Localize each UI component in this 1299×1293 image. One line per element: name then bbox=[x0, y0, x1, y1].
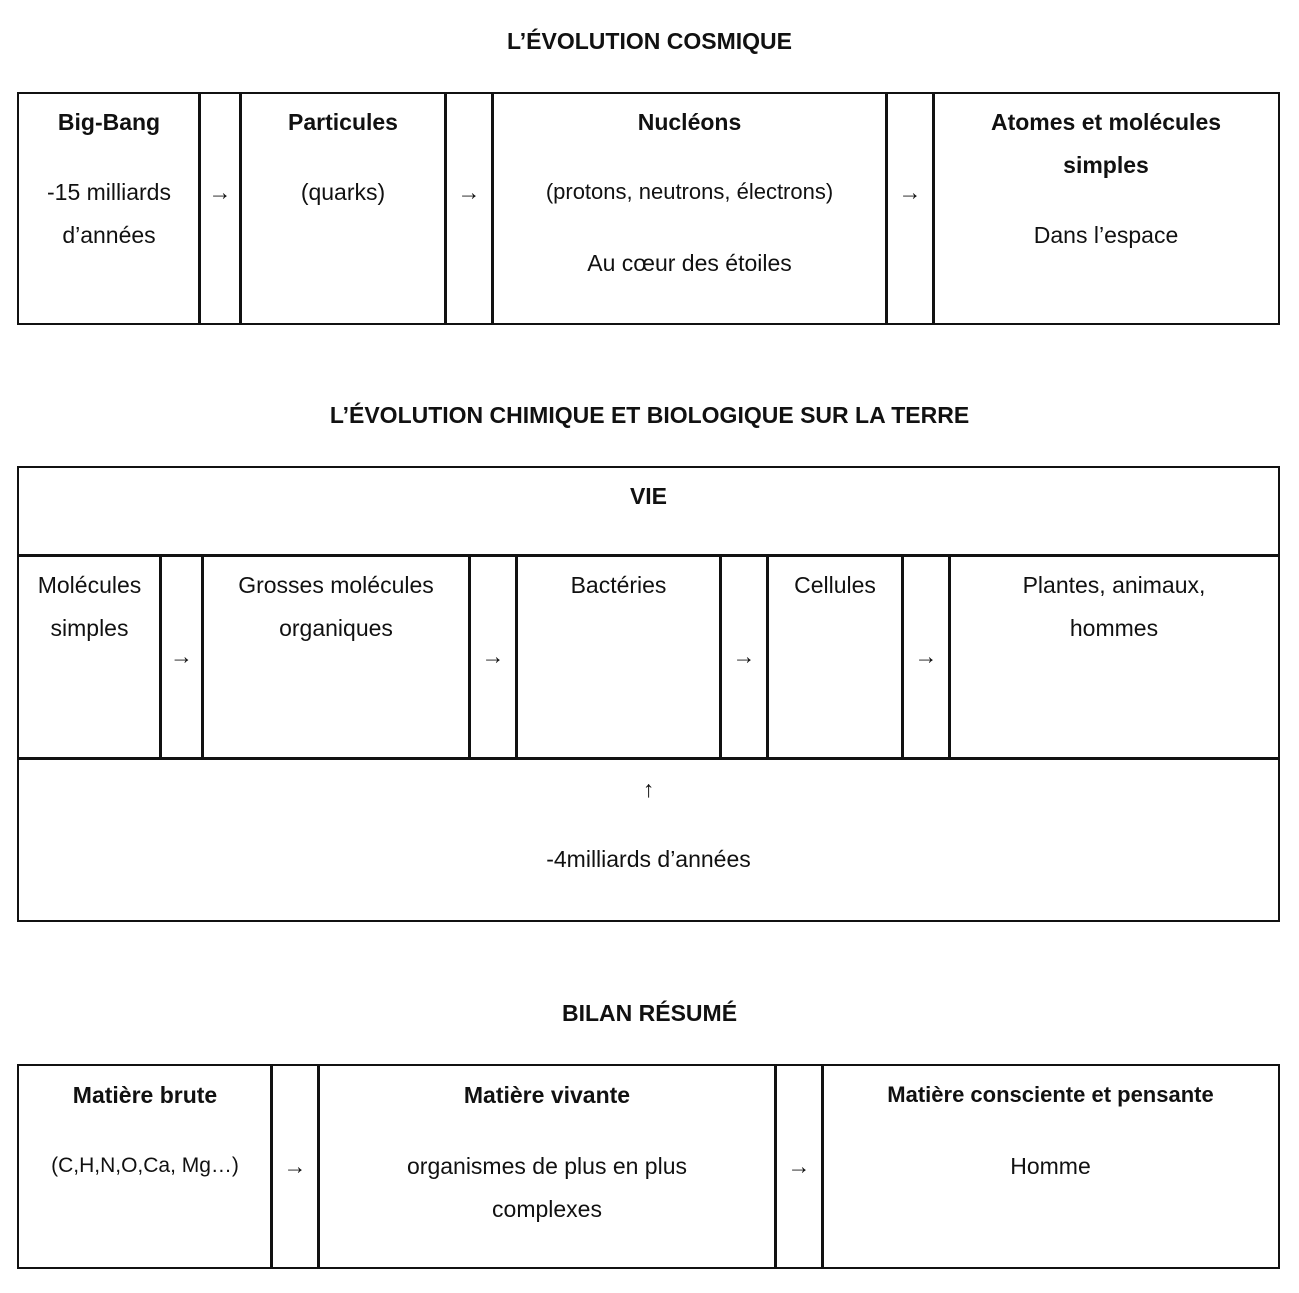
atomes-heading: Atomes et molécules bbox=[990, 109, 1222, 135]
particules-text: (quarks) bbox=[300, 179, 386, 205]
vivante-text: complexes bbox=[492, 1196, 602, 1222]
arrow-right-icon: → bbox=[208, 179, 232, 205]
stage-text: Cellules bbox=[794, 572, 876, 598]
arrow-cell: → bbox=[270, 1064, 320, 1269]
arrow-right-icon: → bbox=[457, 179, 481, 205]
stage-text: simples bbox=[50, 615, 129, 641]
arrow-right-icon: → bbox=[732, 643, 756, 669]
earth-title: L’ÉVOLUTION CHIMIQUE ET BIOLOGIQUE SUR L… bbox=[329, 402, 970, 428]
time-text: -4milliards d’années bbox=[546, 846, 751, 872]
consciente-text: Homme bbox=[1010, 1153, 1091, 1179]
atomes-text: Dans l’espace bbox=[1033, 222, 1179, 248]
arrow-cell: → bbox=[444, 92, 494, 325]
arrow-cell: → bbox=[901, 554, 951, 760]
stage-text: Grosses molécules bbox=[238, 572, 434, 598]
atomes-heading: simples bbox=[1063, 152, 1149, 178]
stage-text: Molécules bbox=[37, 572, 142, 598]
cosmic-title: L’ÉVOLUTION COSMIQUE bbox=[507, 28, 792, 54]
stage-cell: Cellules bbox=[766, 554, 904, 760]
arrow-cell: → bbox=[159, 554, 204, 760]
summary-title: BILAN RÉSUMÉ bbox=[561, 1000, 738, 1026]
cell-atomes: Atomes et molécules simples Dans l’espac… bbox=[932, 92, 1280, 325]
big-bang-text: d’années bbox=[62, 222, 156, 248]
particules-heading: Particules bbox=[288, 109, 398, 135]
cell-time: ↑ -4milliards d’années bbox=[17, 757, 1280, 922]
big-bang-text: -15 milliards bbox=[47, 179, 171, 205]
nucleons-heading: Nucléons bbox=[637, 109, 742, 135]
stage-cell: Molécules simples bbox=[17, 554, 162, 760]
arrow-cell: → bbox=[885, 92, 935, 325]
arrow-cell: → bbox=[774, 1064, 824, 1269]
cell-matiere-brute: Matière brute (C,H,N,O,Ca, Mg…) bbox=[17, 1064, 273, 1269]
stage-cell: Plantes, animaux, hommes bbox=[948, 554, 1280, 760]
brute-text: (C,H,N,O,Ca, Mg…) bbox=[51, 1154, 239, 1177]
arrow-right-icon: → bbox=[898, 179, 922, 205]
cell-matiere-vivante: Matière vivante organismes de plus en pl… bbox=[317, 1064, 777, 1269]
arrow-right-icon: → bbox=[787, 1153, 811, 1179]
arrow-right-icon: → bbox=[170, 643, 193, 669]
nucleons-text: (protons, neutrons, électrons) bbox=[545, 179, 834, 204]
stage-cell: Grosses molécules organiques bbox=[201, 554, 471, 760]
cell-matiere-consciente: Matière consciente et pensante Homme bbox=[821, 1064, 1280, 1269]
arrow-right-icon: → bbox=[481, 643, 505, 669]
arrow-right-icon: → bbox=[283, 1153, 307, 1179]
stage-text: organiques bbox=[279, 615, 393, 641]
arrow-cell: → bbox=[719, 554, 769, 760]
vivante-text: organismes de plus en plus bbox=[407, 1153, 687, 1179]
cell-big-bang: Big-Bang -15 milliards d’années bbox=[17, 92, 201, 325]
stage-text: hommes bbox=[1069, 615, 1159, 641]
arrow-cell: → bbox=[468, 554, 518, 760]
cell-nucleons: Nucléons (protons, neutrons, électrons) … bbox=[491, 92, 888, 325]
arrow-right-icon: → bbox=[914, 643, 938, 669]
arrow-cell: → bbox=[198, 92, 242, 325]
consciente-heading: Matière consciente et pensante bbox=[887, 1082, 1214, 1107]
cell-particules: Particules (quarks) bbox=[239, 92, 447, 325]
stage-text: Bactéries bbox=[570, 572, 667, 598]
brute-heading: Matière brute bbox=[72, 1082, 218, 1108]
nucleons-text: Au cœur des étoiles bbox=[587, 250, 792, 276]
big-bang-heading: Big-Bang bbox=[57, 109, 161, 135]
stage-cell: Bactéries bbox=[515, 554, 722, 760]
vivante-heading: Matière vivante bbox=[463, 1082, 631, 1108]
vie-heading: VIE bbox=[629, 483, 668, 509]
stage-text: Plantes, animaux, bbox=[1022, 572, 1206, 598]
arrow-up-icon: ↑ bbox=[642, 776, 655, 802]
cell-vie: VIE bbox=[17, 466, 1280, 557]
